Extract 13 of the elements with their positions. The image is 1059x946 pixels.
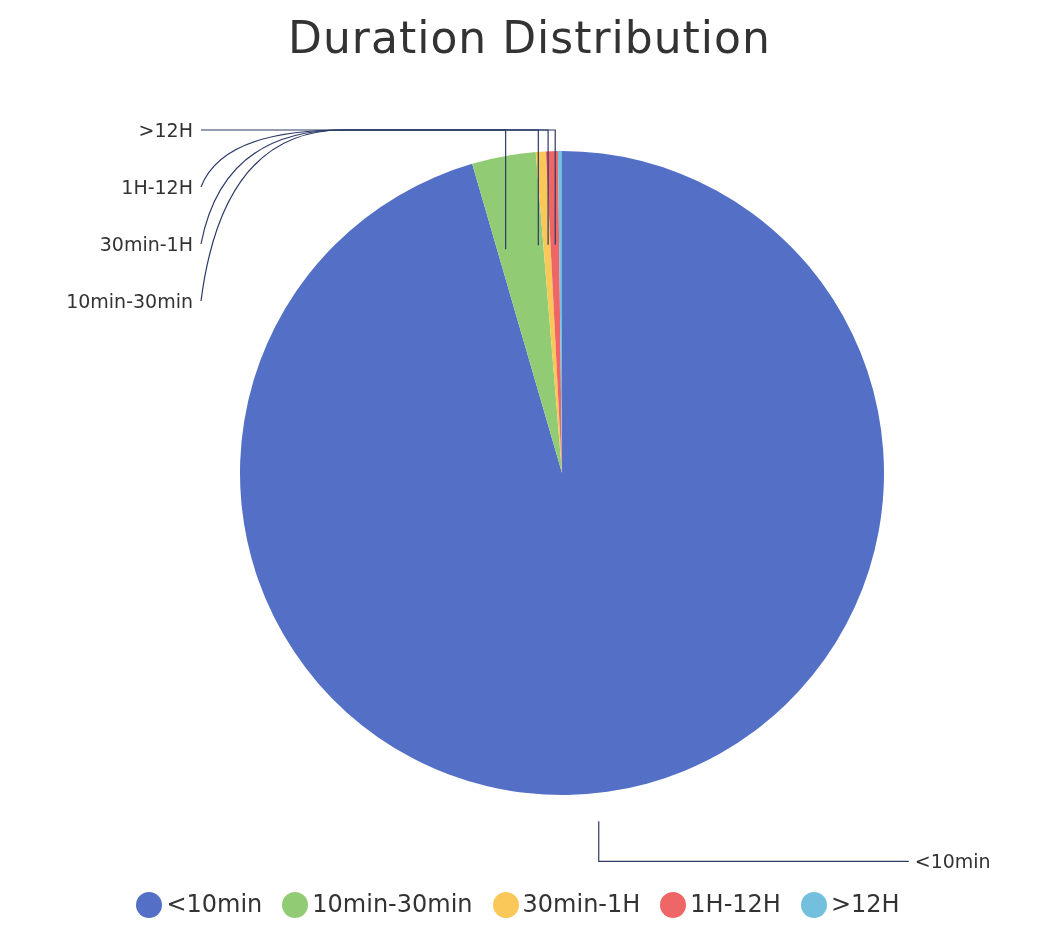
slice-label: >12H [138, 119, 193, 141]
pie-slice [472, 152, 562, 473]
chart-title: Duration Distribution [287, 11, 772, 65]
slice-label: 1H-12H [121, 176, 193, 198]
legend-label: >12H [830, 890, 900, 918]
legend-label: <10min [166, 890, 263, 918]
slice-label: 10min-30min [66, 290, 193, 312]
legend-label: 1H-12H [690, 890, 781, 918]
legend-label: 30min-1H [522, 890, 641, 918]
pie-slice [240, 151, 884, 795]
legend-label: 10min-30min [312, 890, 473, 918]
slice-label: <10min [914, 850, 991, 873]
slice-label: 30min-1H [99, 233, 193, 255]
